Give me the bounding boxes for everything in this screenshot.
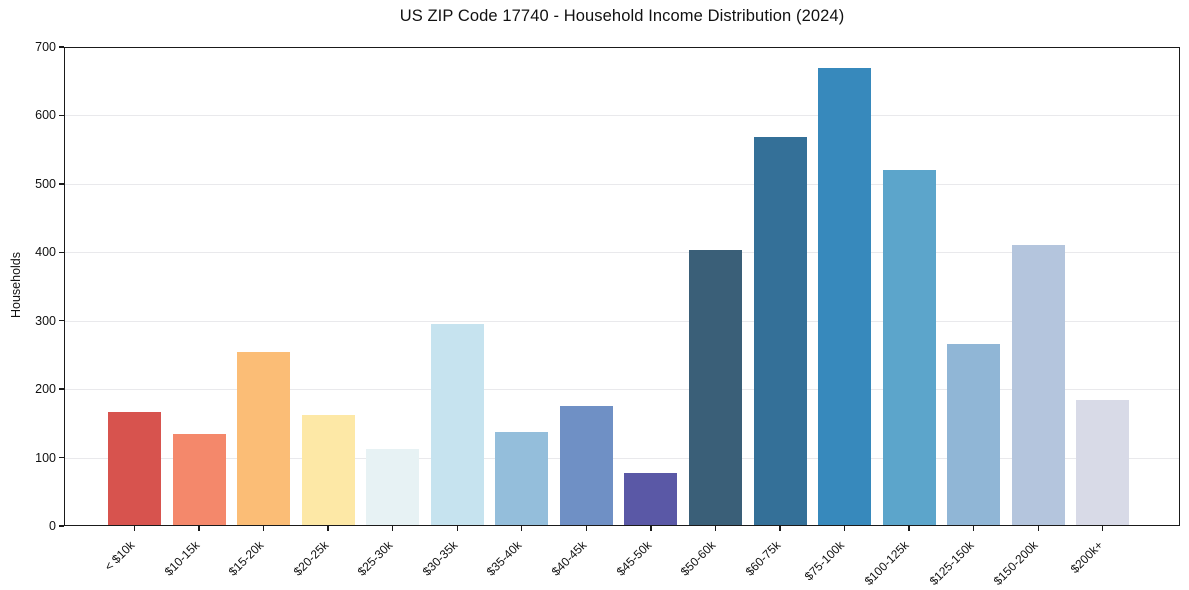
y-tick-mark [59,525,64,527]
bar [818,67,871,526]
x-tick-label-text: < $10k [101,538,138,574]
bar [108,411,161,526]
y-tick-mark [59,46,64,48]
gridline [64,183,1180,185]
y-tick-mark [59,251,64,253]
gridline [64,320,1180,322]
x-tick-label-text: $15-20k [225,538,267,579]
bar [1011,244,1065,526]
y-tick-label: 200 [35,382,56,397]
gridline [64,389,1180,391]
y-tick-label: 700 [35,40,56,54]
x-tick-label-text: $100-125k [862,538,913,589]
x-tick-mark [133,526,136,531]
x-tick-label-text: $25-30k [355,538,396,579]
x-tick-mark [392,526,394,531]
bar [495,431,549,526]
y-tick-mark [59,114,64,117]
y-tick-label: 500 [35,176,56,191]
bar [237,351,291,526]
x-tick-mark [972,526,975,531]
x-tick-label-text: $40-45k [548,538,590,579]
x-tick-label-text: $150-200k [991,538,1042,589]
y-tick-label: 600 [35,108,56,123]
bar [366,449,420,526]
gridline [64,457,1180,459]
x-tick-mark [327,526,329,531]
y-tick-label: 400 [35,245,56,260]
gridline [64,252,1180,254]
y-tick-label: 300 [35,313,56,328]
x-tick-mark [456,526,458,531]
x-tick-mark [908,526,910,531]
bar [753,137,807,526]
gridline [64,115,1180,117]
chart-title: US ZIP Code 17740 - Household Income Dis… [399,7,845,25]
x-tick-mark [585,526,587,531]
x-tick-mark [714,526,717,531]
bar [688,249,742,526]
x-tick-label-text: $20-25k [290,538,332,579]
x-tick-mark [1037,526,1039,531]
x-tick-mark [521,526,523,531]
bar [301,415,355,526]
x-tick-mark [779,526,781,531]
x-tick-mark [262,526,265,531]
x-tick-label-text: $125-150k [926,538,977,589]
y-tick-label: 100 [35,450,56,465]
y-axis-label: Households [9,252,23,319]
bar [559,406,613,527]
bar [882,169,936,526]
y-tick-mark [59,456,64,459]
y-tick-mark [59,388,64,390]
x-tick-label-text: $200k+ [1067,538,1106,577]
y-tick-mark [59,320,64,322]
x-tick-mark [650,526,652,531]
x-tick-label-text: $10-15k [161,538,203,579]
x-tick-label-text: $75-100k [802,538,848,584]
bar [947,344,1001,526]
x-tick-label-text: $30-35k [419,538,461,579]
bar [1076,400,1130,526]
x-tick-label-text: $50-60k [677,538,719,579]
x-tick-mark [843,526,846,531]
x-tick-label-text: $60-75k [742,538,783,579]
x-tick-mark [1102,526,1104,531]
bar [624,473,678,526]
bar [430,324,484,526]
bar [172,433,226,526]
y-tick-label: 0 [49,519,56,533]
x-tick-label-text: $45-50k [613,538,654,579]
x-tick-mark [198,526,200,531]
x-tick-label-text: $35-40k [484,538,525,579]
y-tick-mark [59,183,64,185]
